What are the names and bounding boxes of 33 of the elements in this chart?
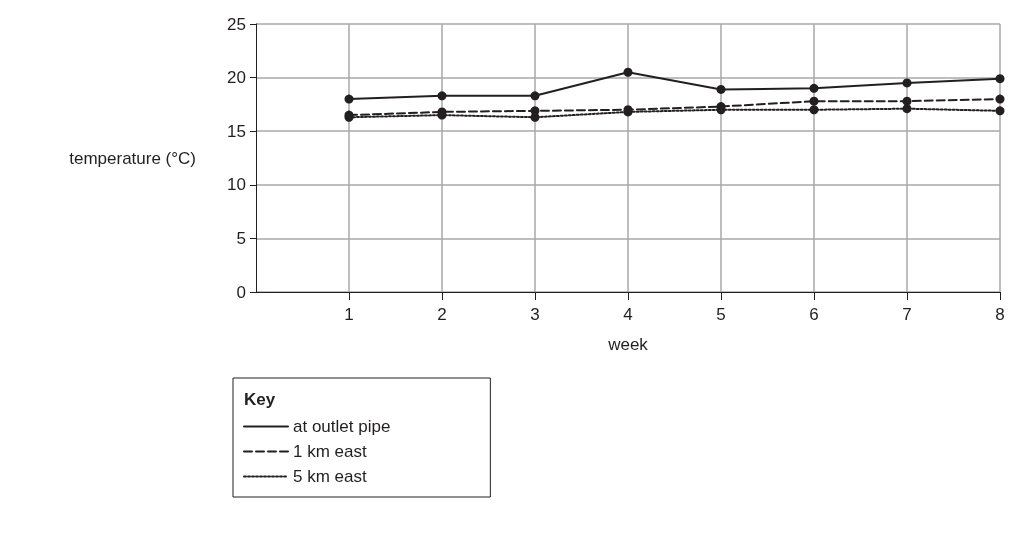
point bbox=[530, 91, 540, 101]
x-tick-label: 1 bbox=[344, 305, 354, 324]
point bbox=[623, 67, 633, 77]
x-tick-label: 2 bbox=[437, 305, 447, 324]
legend-title: Key bbox=[244, 390, 276, 409]
x-tick-label: 3 bbox=[530, 305, 540, 324]
point bbox=[809, 105, 819, 115]
x-tick-label: 5 bbox=[716, 305, 726, 324]
x-tick-label: 4 bbox=[623, 305, 633, 324]
point bbox=[809, 83, 819, 93]
legend-label: 1 km east bbox=[293, 442, 367, 461]
point bbox=[809, 96, 819, 106]
y-tick-label: 25 bbox=[227, 14, 246, 34]
x-tick-label: 6 bbox=[809, 305, 819, 324]
y-tick-label: 0 bbox=[236, 282, 246, 302]
x-tick-label: 8 bbox=[995, 305, 1005, 324]
y-tick-label: 15 bbox=[227, 121, 246, 141]
point bbox=[902, 78, 912, 88]
point bbox=[437, 91, 447, 101]
y-tick-label: 20 bbox=[227, 68, 246, 88]
point bbox=[716, 84, 726, 94]
point bbox=[995, 74, 1005, 84]
x-tick-label: 7 bbox=[902, 305, 912, 324]
x-axis-title: week bbox=[607, 335, 649, 354]
point bbox=[344, 94, 354, 104]
y-tick-label: 10 bbox=[227, 175, 246, 195]
y-tick-label: 5 bbox=[236, 228, 246, 248]
y-axis-title: temperature (°C) bbox=[69, 148, 196, 168]
point bbox=[995, 106, 1005, 116]
legend-label: 5 km east bbox=[293, 467, 367, 486]
legend-label: at outlet pipe bbox=[293, 417, 391, 436]
point bbox=[995, 94, 1005, 104]
point bbox=[902, 104, 912, 114]
